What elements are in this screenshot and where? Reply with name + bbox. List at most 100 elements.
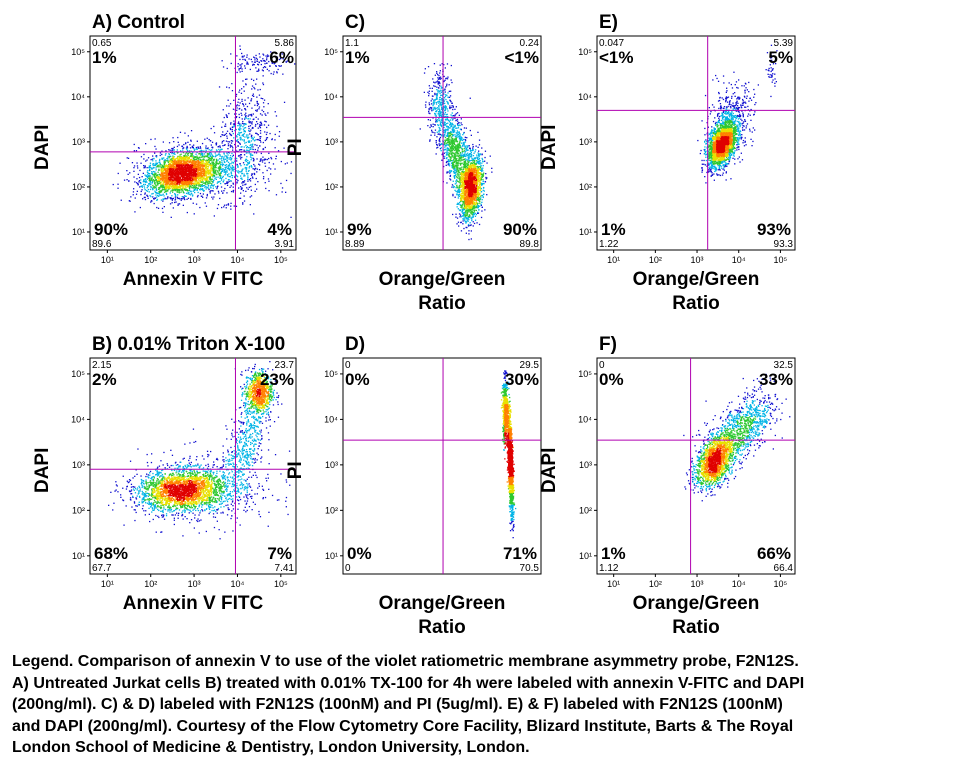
event-dot <box>247 134 248 135</box>
event-dot <box>145 178 146 179</box>
event-dot <box>449 127 450 128</box>
event-dot <box>261 98 262 99</box>
event-dot <box>217 177 218 178</box>
event-dot <box>209 176 210 177</box>
event-dot <box>136 178 137 179</box>
event-dot <box>241 179 242 180</box>
event-dot <box>211 149 212 150</box>
event-dot <box>139 177 140 178</box>
event-dot <box>483 181 484 182</box>
event-dot <box>451 107 452 108</box>
event-dot <box>154 183 155 184</box>
event-dot <box>234 124 235 125</box>
event-dot <box>241 53 242 54</box>
event-dot <box>246 167 247 168</box>
event-dot <box>149 180 150 181</box>
event-dot <box>472 144 473 145</box>
event-dot <box>247 62 248 63</box>
event-dot <box>253 87 254 88</box>
event-dot <box>200 159 201 160</box>
event-dot <box>197 196 198 197</box>
event-dot <box>226 161 227 162</box>
event-dot <box>192 170 193 171</box>
event-dot <box>446 126 447 127</box>
event-dot <box>156 197 157 198</box>
event-dot <box>210 158 211 159</box>
event-dot <box>156 207 157 208</box>
event-dot <box>462 146 463 147</box>
event-dot <box>207 187 208 188</box>
event-dot <box>132 162 133 163</box>
event-dot <box>163 187 164 188</box>
event-dot <box>161 195 162 196</box>
event-dot <box>468 155 469 156</box>
x-tick-label: 10³ <box>188 255 201 265</box>
event-dot <box>439 109 440 110</box>
event-dot <box>173 207 174 208</box>
event-dot <box>257 101 258 102</box>
event-dot <box>183 167 184 168</box>
event-dot <box>216 167 217 168</box>
event-dot <box>224 117 225 118</box>
event-dot <box>451 79 452 80</box>
event-dot <box>169 156 170 157</box>
event-dot <box>228 143 229 144</box>
event-dot <box>190 147 191 148</box>
event-dot <box>212 147 213 148</box>
event-dot <box>207 183 208 184</box>
event-dot <box>230 209 231 210</box>
event-dot <box>222 145 223 146</box>
event-dot <box>233 109 234 110</box>
event-dot <box>471 224 472 225</box>
event-dot <box>450 119 451 120</box>
event-dot <box>184 195 185 196</box>
event-dot <box>205 148 206 149</box>
event-dot <box>226 170 227 171</box>
event-dot <box>456 182 457 183</box>
event-dot <box>230 180 231 181</box>
event-dot <box>152 177 153 178</box>
event-dot <box>482 207 483 208</box>
event-dot <box>141 156 142 157</box>
event-dot <box>216 163 217 164</box>
event-dot <box>190 191 191 192</box>
event-dot <box>455 128 456 129</box>
event-dot <box>228 162 229 163</box>
event-dot <box>212 155 213 156</box>
event-dot <box>241 99 242 100</box>
event-dot <box>191 130 192 131</box>
event-dot <box>155 174 156 175</box>
event-dot <box>225 183 226 184</box>
event-dot <box>129 200 130 201</box>
event-dot <box>200 184 201 185</box>
event-dot <box>205 179 206 180</box>
event-dot <box>439 77 440 78</box>
event-dot <box>441 126 442 127</box>
event-dot <box>244 114 245 115</box>
event-dot <box>260 141 261 142</box>
event-dot <box>475 216 476 217</box>
event-dot <box>250 69 251 70</box>
event-dot <box>439 97 440 98</box>
event-dot <box>241 171 242 172</box>
event-dot <box>263 75 264 76</box>
event-dot <box>452 194 453 195</box>
event-dot <box>224 162 225 163</box>
event-dot <box>218 191 219 192</box>
event-dot <box>191 181 192 182</box>
event-dot <box>468 225 469 226</box>
event-dot <box>210 185 211 186</box>
event-dot <box>259 161 260 162</box>
event-dot <box>439 82 440 83</box>
event-dot <box>245 104 246 105</box>
event-dot <box>192 165 193 166</box>
event-dot <box>226 183 227 184</box>
event-dot <box>241 149 242 150</box>
event-dot <box>154 198 155 199</box>
event-dot <box>246 152 247 153</box>
event-dot <box>272 138 273 139</box>
event-dot <box>214 163 215 164</box>
event-dot <box>233 100 234 101</box>
event-dot <box>427 125 428 126</box>
event-dot <box>228 166 229 167</box>
